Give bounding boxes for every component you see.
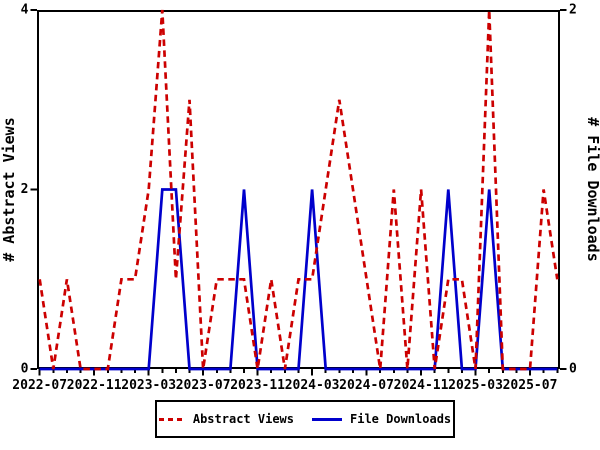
- y-left-tick-label: 4: [21, 3, 29, 18]
- y-left-tick-label: 2: [21, 182, 29, 197]
- x-tick-label: 2025-03: [448, 378, 503, 393]
- x-tick-label: 2024-11: [394, 378, 449, 393]
- left-axis-title: # Abstract Views: [0, 117, 18, 262]
- x-tick-label: 2023-11: [230, 378, 285, 393]
- x-tick-label: 2024-03: [285, 378, 340, 393]
- y-axis-ticks: 0 2 4 0 2: [21, 3, 577, 377]
- x-tick-label: 2025-07: [503, 378, 558, 393]
- abstract-views-line: [38, 9, 559, 371]
- x-tick-label: 2022-11: [67, 378, 122, 393]
- x-axis-ticks: 2022-07 2022-11 2023-03 2023-07 2023-11 2024-…: [12, 369, 559, 393]
- y-right-tick-label: 2: [569, 3, 577, 18]
- x-tick-label: 2023-03: [121, 378, 176, 393]
- abstract-views-legend-line: [158, 417, 185, 421]
- file-downloads-legend-line: [312, 417, 342, 421]
- x-tick-label: 2022-07: [12, 378, 67, 393]
- series-lines: [38, 9, 559, 371]
- right-axis-title: # File Downloads: [584, 117, 600, 262]
- x-tick-label: 2023-07: [176, 378, 231, 393]
- y-right-tick-label: 0: [569, 362, 577, 377]
- file-downloads-line: [39, 188, 558, 371]
- x-tick-label: 2024-07: [339, 378, 394, 393]
- chart-legend: Abstract Views File Downloads: [155, 400, 455, 438]
- legend-label-file-downloads: File Downloads: [350, 412, 452, 426]
- y-left-tick-label: 0: [21, 362, 29, 377]
- legend-label-abstract-views: Abstract Views: [192, 412, 294, 426]
